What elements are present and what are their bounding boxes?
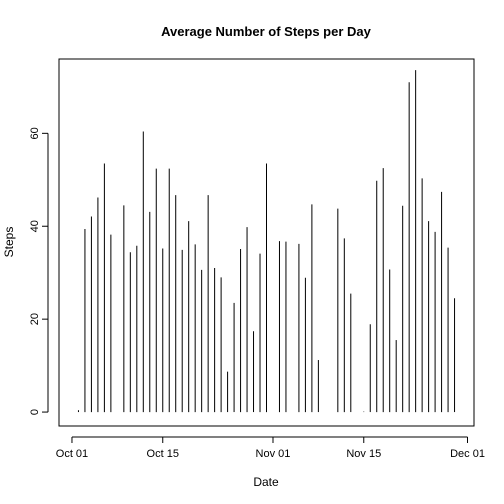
y-tick-label: 60 (29, 127, 41, 139)
x-axis-label: Date (253, 475, 279, 489)
y-axis: 0 20 40 60 (29, 127, 49, 415)
y-tick-label: 20 (29, 313, 41, 325)
x-tick-label: Oct 01 (56, 448, 88, 460)
y-tick-label: 0 (29, 409, 41, 415)
y-tick-label: 40 (29, 220, 41, 232)
plot-frame (58, 58, 475, 427)
y-axis-label: Steps (2, 227, 16, 258)
bars-group (77, 70, 456, 413)
x-tick-label: Oct 15 (147, 448, 179, 460)
x-tick-label: Nov 15 (346, 448, 381, 460)
chart-title: Average Number of Steps per Day (161, 24, 372, 39)
x-tick-label: Dec 01 (450, 448, 485, 460)
x-tick-label: Nov 01 (256, 448, 291, 460)
x-axis: Oct 01 Oct 15 Nov 01 Nov 15 Dec 01 (56, 436, 485, 460)
